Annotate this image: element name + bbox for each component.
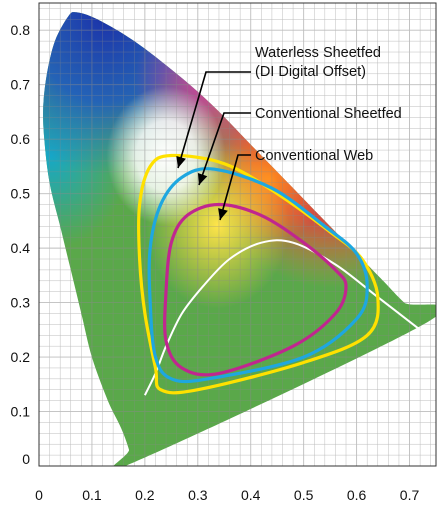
x-tick-label: 0.2 xyxy=(135,487,155,503)
annotation-leader-3 xyxy=(219,154,251,221)
gamut-outline-2 xyxy=(147,167,369,384)
x-axis-ticks: 0 0.1 0.2 0.3 0.4 0.5 0.6 0.7 xyxy=(35,487,419,503)
blackbody-locus-curve xyxy=(143,239,421,396)
annotation-line: Conventional Sheetfed xyxy=(255,106,402,122)
x-tick-label: 0.1 xyxy=(82,487,102,503)
annotation-line: Waterless Sheetfed xyxy=(255,45,381,61)
y-tick-label: 0.2 xyxy=(11,349,31,365)
y-tick-label: 0.6 xyxy=(11,131,31,147)
y-tick-label: 0.5 xyxy=(11,186,31,202)
y-axis-ticks: 0 0.1 0.2 0.3 0.4 0.5 0.6 0.7 0.8 xyxy=(11,22,31,467)
x-tick-label: 0.3 xyxy=(188,487,208,503)
annotation-leader-2 xyxy=(198,112,251,186)
gamut-outline-1 xyxy=(136,153,380,395)
annotation-arrowhead-1 xyxy=(176,156,186,168)
y-tick-label: 0.7 xyxy=(11,77,31,93)
annotation-label-3: Conventional Web xyxy=(255,148,373,164)
x-tick-label: 0.6 xyxy=(347,487,367,503)
annotation-arrowhead-2 xyxy=(197,173,208,185)
annotation-line: Conventional Web xyxy=(255,148,373,164)
y-tick-label: 0.3 xyxy=(11,295,31,311)
y-tick-label: 0.8 xyxy=(11,22,31,38)
plot-frame xyxy=(38,2,437,467)
x-tick-label: 0 xyxy=(35,487,43,503)
gamut-outline-3 xyxy=(163,202,348,377)
annotation-arrowhead-3 xyxy=(218,208,228,220)
annotation-line: (DI Digital Offset) xyxy=(255,64,366,80)
y-tick-label: 0.4 xyxy=(11,240,31,256)
annotation-label-1: Waterless Sheetfed (DI Digital Offset) xyxy=(255,45,381,80)
x-tick-label: 0.4 xyxy=(241,487,261,503)
x-tick-label: 0.5 xyxy=(294,487,314,503)
annotation-label-2: Conventional Sheetfed xyxy=(255,106,402,122)
y-tick-label: 0 xyxy=(22,451,30,467)
x-tick-label: 0.7 xyxy=(400,487,420,503)
annotation-leader-1 xyxy=(177,71,251,169)
y-tick-label: 0.1 xyxy=(11,404,31,420)
